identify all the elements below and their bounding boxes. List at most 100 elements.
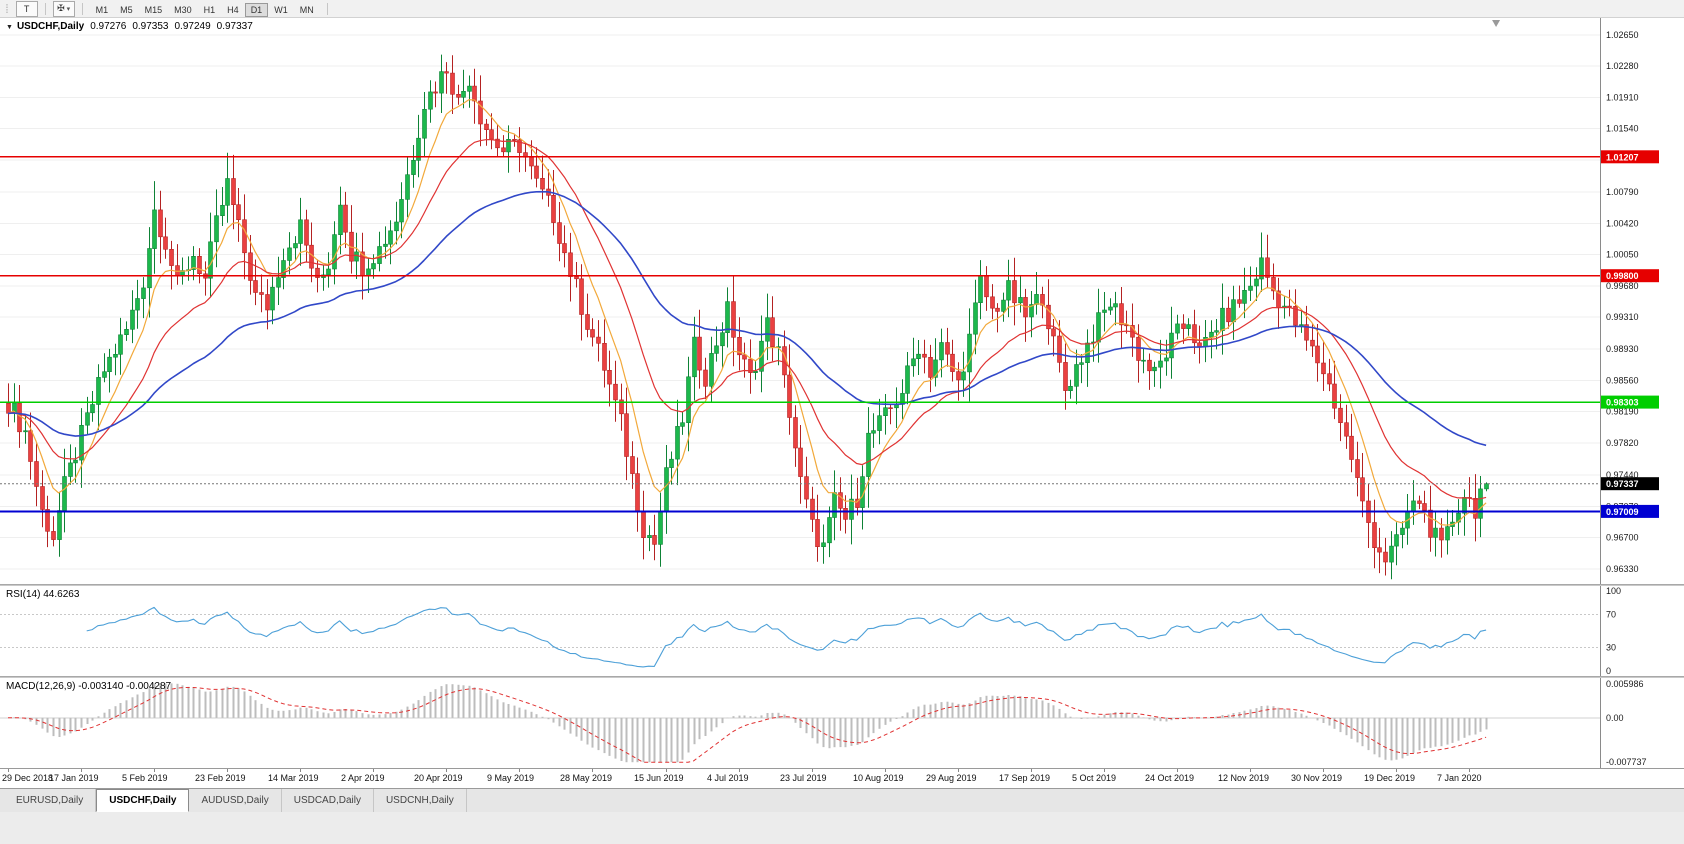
timeframe-button-mn[interactable]: MN xyxy=(299,4,314,15)
svg-text:1.02650: 1.02650 xyxy=(1606,30,1639,40)
ma-8-line xyxy=(7,99,1487,526)
time-axis-label: 29 Aug 2019 xyxy=(926,773,977,783)
horizontal-lines-layer xyxy=(0,156,1600,513)
timeframe-button-m15[interactable]: M15 xyxy=(144,4,163,15)
svg-text:0.96330: 0.96330 xyxy=(1606,564,1639,574)
timeframe-button-w1[interactable]: W1 xyxy=(274,4,288,15)
time-axis-label: 20 Apr 2019 xyxy=(414,773,463,783)
time-axis-tick xyxy=(446,769,447,772)
timeframe-button-m30[interactable]: M30 xyxy=(174,4,192,15)
pane-divider[interactable] xyxy=(0,676,1684,678)
price-axis: 1.026501.022801.019101.015401.011701.007… xyxy=(1600,18,1659,584)
moving-averages-layer xyxy=(7,99,1487,526)
rsi-canvas[interactable]: 100 70 30 0 xyxy=(0,586,1684,676)
chart-tab-eurusd[interactable]: EURUSD,Daily xyxy=(4,789,97,812)
ohlc-high: 0.97353 xyxy=(132,21,169,32)
ohlc-open: 0.97276 xyxy=(90,21,127,32)
price-badge: 0.97009 xyxy=(1601,504,1659,518)
rsi-line xyxy=(86,606,1487,668)
pane-divider[interactable] xyxy=(0,584,1684,586)
symbol-title: USDCHF,Daily xyxy=(16,21,85,32)
timeframe-button-d1[interactable]: D1 xyxy=(244,2,269,17)
timeframe-button-m5[interactable]: M5 xyxy=(120,4,133,15)
rsi-pane[interactable]: RSI(14) 44.6263 100 70 30 0 xyxy=(0,586,1684,676)
svg-text:0.97820: 0.97820 xyxy=(1606,438,1639,448)
time-axis-label: 5 Oct 2019 xyxy=(1072,773,1117,783)
svg-text:0: 0 xyxy=(1606,666,1611,676)
svg-text:0.98560: 0.98560 xyxy=(1606,375,1639,385)
time-axis-tick xyxy=(885,769,886,772)
time-axis-label: 9 May 2019 xyxy=(487,773,535,783)
time-axis-tick xyxy=(1250,769,1251,772)
time-axis-tick xyxy=(8,769,9,772)
svg-text:0.98303: 0.98303 xyxy=(1606,398,1639,408)
toolbar-separator xyxy=(81,2,83,15)
svg-text:-0.007737: -0.007737 xyxy=(1606,757,1647,767)
ohlc-low: 0.97249 xyxy=(174,21,211,32)
time-axis-label: 19 Dec 2019 xyxy=(1364,773,1416,783)
price-badge: 0.99800 xyxy=(1601,269,1659,283)
toolbar: ⡇ T ✠ ▾ M1 M5 M15 M30 H1 H4 D1 W1 MN xyxy=(0,0,1684,18)
time-axis[interactable]: 29 Dec 2018 17 Jan 2019 5 Feb 2019 23 Feb 2… xyxy=(0,768,1684,788)
drawing-tool-icon: ✠ xyxy=(57,3,65,13)
macd-histogram-layer xyxy=(13,683,1488,763)
time-axis-label: 28 May 2019 xyxy=(560,773,613,783)
rsi-levels-layer xyxy=(0,614,1600,648)
symbol-dropdown-icon[interactable]: ▼ xyxy=(6,24,13,31)
timeframe-button-h1[interactable]: H1 xyxy=(203,4,216,15)
svg-text:0.005986: 0.005986 xyxy=(1606,679,1644,689)
time-axis-label: 2 Apr 2019 xyxy=(341,773,385,783)
svg-text:0.00: 0.00 xyxy=(1606,713,1624,723)
time-axis-tick xyxy=(373,769,374,772)
toolbar-separator xyxy=(326,2,328,15)
time-axis-tick xyxy=(592,769,593,772)
rsi-label: RSI(14) 44.6263 xyxy=(6,589,80,600)
svg-text:0.98930: 0.98930 xyxy=(1606,344,1639,354)
time-axis-tick xyxy=(1177,769,1178,772)
timeframe-button-m1[interactable]: M1 xyxy=(95,4,109,15)
time-axis-label: 17 Jan 2019 xyxy=(49,773,99,783)
chart-tab-usdcnh[interactable]: USDCNH,Daily xyxy=(374,789,467,812)
toolbar-grip[interactable]: ⡇ xyxy=(5,3,12,13)
svg-text:0.97337: 0.97337 xyxy=(1606,479,1639,489)
chart-tab-usdchf[interactable]: USDCHF,Daily xyxy=(96,789,190,812)
time-axis-label: 4 Jul 2019 xyxy=(707,773,749,783)
time-axis-tick xyxy=(812,769,813,772)
time-axis-tick xyxy=(1031,769,1032,772)
time-axis-label: 15 Jun 2019 xyxy=(634,773,684,783)
svg-text:1.01910: 1.01910 xyxy=(1606,92,1639,102)
rsi-axis: 100 70 30 0 xyxy=(1600,586,1621,676)
time-axis-tick xyxy=(519,769,520,772)
ma-55-line xyxy=(7,190,1487,447)
chart-tab-audusd[interactable]: AUDUSD,Daily xyxy=(189,789,282,812)
chart-tab-bar: EURUSD,Daily USDCHF,Daily AUDUSD,Daily USDC… xyxy=(0,788,1684,812)
time-axis-label: 5 Feb 2019 xyxy=(122,773,168,783)
timeframe-button-h4[interactable]: H4 xyxy=(227,4,239,15)
time-axis-label: 24 Oct 2019 xyxy=(1145,773,1195,783)
main-chart-pane[interactable]: ▼ USDCHF,Daily 0.97276 0.97353 0.97249 0.9733… xyxy=(0,18,1684,584)
time-axis-tick xyxy=(666,769,667,772)
templates-button[interactable]: T xyxy=(15,0,38,17)
svg-text:1.00420: 1.00420 xyxy=(1606,218,1639,228)
macd-label: MACD(12,26,9) -0.003140 -0.004287 xyxy=(6,681,172,692)
svg-text:30: 30 xyxy=(1606,642,1616,652)
time-axis-label: 29 Dec 2018 xyxy=(2,773,54,783)
chart-tab-usdcad[interactable]: USDCAD,Daily xyxy=(282,789,374,812)
macd-pane[interactable]: MACD(12,26,9) -0.003140 -0.004287 0.0059… xyxy=(0,678,1684,768)
svg-text:0.97009: 0.97009 xyxy=(1606,507,1639,517)
macd-canvas[interactable]: 0.005986 0.00 -0.007737 xyxy=(0,678,1684,768)
time-axis-label: 14 Mar 2019 xyxy=(268,773,319,783)
svg-text:1.01540: 1.01540 xyxy=(1606,124,1639,134)
time-axis-label: 30 Nov 2019 xyxy=(1291,773,1343,783)
time-axis-tick xyxy=(227,769,228,772)
svg-text:1.00050: 1.00050 xyxy=(1606,250,1639,260)
time-axis-tick xyxy=(154,769,155,772)
chevron-down-icon: ▾ xyxy=(66,5,71,13)
drawing-tool-button[interactable]: ✠ ▾ xyxy=(52,0,75,17)
svg-text:0.99680: 0.99680 xyxy=(1606,281,1639,291)
main-chart-canvas[interactable]: 1.026501.022801.019101.015401.011701.007… xyxy=(0,18,1684,584)
candles-layer xyxy=(6,54,1489,580)
svg-text:70: 70 xyxy=(1606,610,1616,620)
svg-text:0.99310: 0.99310 xyxy=(1606,312,1639,322)
